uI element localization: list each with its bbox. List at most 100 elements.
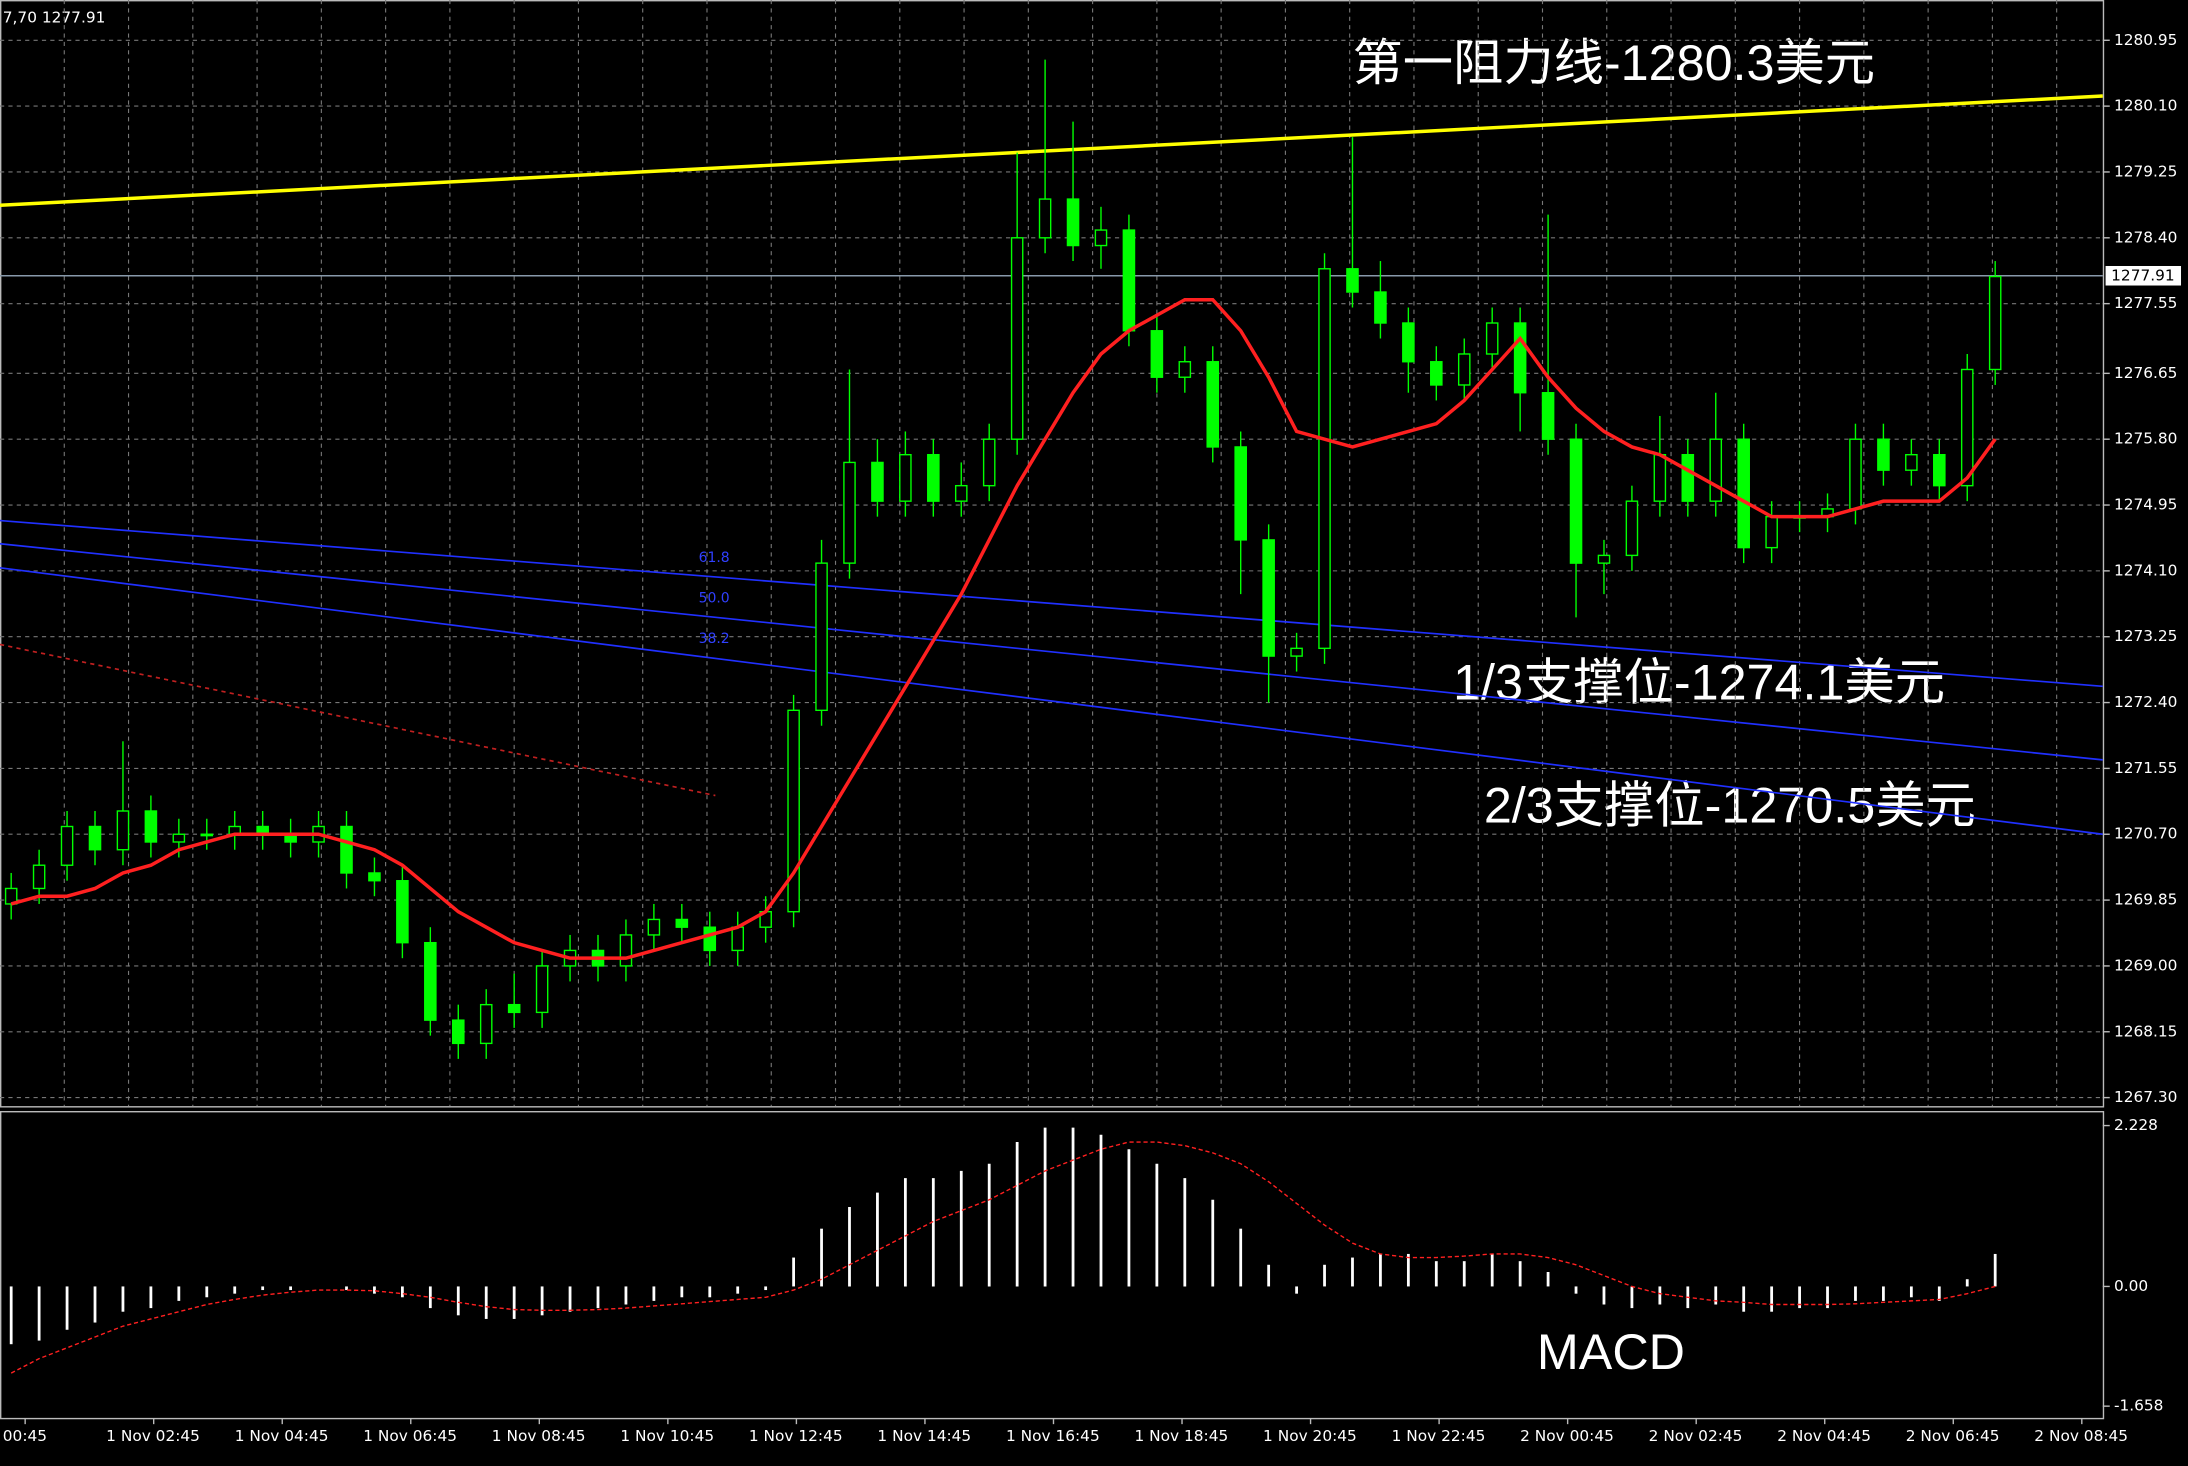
candle-body xyxy=(1905,453,1918,471)
candle-body xyxy=(1346,268,1359,293)
x-tick-label: 1 Nov 02:45 xyxy=(106,1427,200,1445)
y-tick-label: 1273.25 xyxy=(2114,627,2178,645)
header: 7,70 1277.91 xyxy=(3,9,106,27)
y-tick-label: 1274.95 xyxy=(2114,496,2178,514)
x-tick-label: 1 Nov 06:45 xyxy=(363,1427,457,1445)
candle-body xyxy=(1178,361,1192,378)
x-tick-label: 2 Nov 00:45 xyxy=(1520,1427,1614,1445)
candle-body xyxy=(1150,330,1164,378)
candle-body xyxy=(1709,438,1723,502)
candle-body xyxy=(619,934,633,967)
fib-label: 61.8 xyxy=(699,550,730,566)
candle-body xyxy=(507,1003,521,1014)
candle-body xyxy=(88,825,102,851)
macd-pane xyxy=(0,1111,2105,1420)
candle-body xyxy=(144,810,158,843)
candle-body xyxy=(1318,268,1331,650)
candle-body xyxy=(340,825,353,874)
candle-body xyxy=(843,461,856,564)
y-tick-label: 1275.80 xyxy=(2114,430,2178,448)
candle-body xyxy=(1960,368,1974,487)
y-tick-label: -1.658 xyxy=(2114,1397,2164,1415)
candle-body xyxy=(396,880,409,944)
candle-body xyxy=(1262,539,1275,657)
y-tick-label: 1268.15 xyxy=(2114,1022,2178,1040)
y-tick-label: 2.228 xyxy=(2114,1116,2158,1134)
candle-body xyxy=(1513,322,1527,394)
x-tick-label: 1 Nov 10:45 xyxy=(620,1427,714,1445)
candle-body xyxy=(1625,500,1639,557)
y-tick-label: 1274.10 xyxy=(2114,561,2178,579)
candle-body xyxy=(1653,453,1667,502)
y-tick-label: 1280.95 xyxy=(2114,31,2178,49)
y-tick-label: 1267.30 xyxy=(2114,1088,2178,1106)
y-tick-label: 1269.00 xyxy=(2114,956,2178,974)
candle-body xyxy=(731,926,745,952)
candle-body xyxy=(1877,438,1890,471)
candle-body xyxy=(1122,229,1136,332)
y-tick-label: 1269.85 xyxy=(2114,891,2178,909)
macd-signal xyxy=(10,1141,1996,1374)
y-tick-label: 1277.55 xyxy=(2114,294,2178,312)
x-tick-label: 2 Nov 04:45 xyxy=(1777,1427,1871,1445)
trend-line xyxy=(0,566,2103,836)
candle-body xyxy=(535,965,549,1014)
macd-label: MACD xyxy=(1537,1324,1685,1380)
candle-body xyxy=(1541,392,1555,440)
trend-line xyxy=(0,519,2103,688)
x-tick-label: 2 Nov 06:45 xyxy=(1906,1427,2000,1445)
annotation: 2/3支撑位-1270.5美元 xyxy=(1484,777,1976,833)
y-tick-label: 1276.65 xyxy=(2114,364,2178,382)
x-tick-label: 1 Nov 22:45 xyxy=(1392,1427,1486,1445)
candle-body xyxy=(1094,229,1108,247)
y-tick-label: 1271.55 xyxy=(2114,759,2178,777)
candle-body xyxy=(1765,515,1778,549)
candle-body xyxy=(1430,361,1443,386)
y-tick-label: 1280.10 xyxy=(2114,97,2178,115)
candle-body xyxy=(1234,446,1247,541)
candle-body xyxy=(451,1019,465,1045)
candle-body xyxy=(1038,198,1052,239)
last-price-tag xyxy=(2105,265,2182,286)
candle-body xyxy=(1206,361,1220,448)
y-tick-label: 1272.40 xyxy=(2114,693,2178,711)
price-pane xyxy=(0,0,2105,1108)
candle-body xyxy=(871,461,884,502)
candle-body xyxy=(1597,554,1611,564)
y-tick-label: 1270.70 xyxy=(2114,825,2178,843)
trend-line xyxy=(0,94,2103,208)
candle-body xyxy=(32,864,46,890)
candle-body xyxy=(703,926,717,952)
candle-body xyxy=(1849,438,1862,510)
candle-body xyxy=(200,833,214,837)
annotation: 第一阻力线-1280.3美元 xyxy=(1352,35,1875,91)
candle-body xyxy=(1010,237,1024,440)
x-tick-label: 1 Nov 18:45 xyxy=(1135,1427,1229,1445)
last-price-label: 1277.91 xyxy=(2111,266,2175,284)
moving-average xyxy=(10,298,1997,960)
candle-body xyxy=(60,825,74,866)
candle-body xyxy=(424,941,437,1021)
fib-label: 38.2 xyxy=(699,631,730,647)
candle-body xyxy=(1066,198,1080,247)
x-tick-label: 1 Nov 04:45 xyxy=(235,1427,329,1445)
candle-body xyxy=(1290,647,1303,657)
candle-body xyxy=(815,562,828,712)
candle-body xyxy=(1988,275,2002,371)
candle-body xyxy=(647,918,661,936)
candle-body xyxy=(982,438,996,487)
y-tick-label: 1279.25 xyxy=(2114,162,2178,180)
candle-body xyxy=(1737,438,1750,549)
x-tick-label: 1 Nov 08:45 xyxy=(492,1427,586,1445)
candle-body xyxy=(368,872,381,882)
candle-body xyxy=(1569,438,1583,564)
candle-body xyxy=(787,709,800,913)
y-tick-label: 1278.40 xyxy=(2114,228,2178,246)
x-tick-label: 1 Nov 20:45 xyxy=(1263,1427,1357,1445)
candle-body xyxy=(1402,322,1415,363)
candle-body xyxy=(116,810,130,851)
candle-body xyxy=(927,453,940,502)
